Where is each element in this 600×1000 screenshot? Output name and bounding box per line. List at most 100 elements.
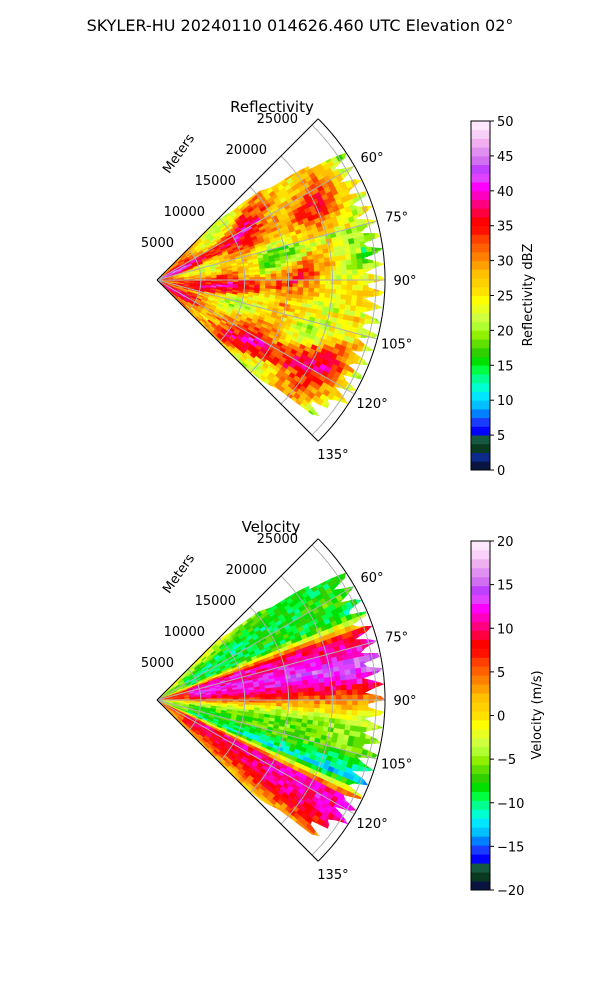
azimuth-tick-label: 60° [361,151,384,166]
gate-cell [290,152,300,158]
colorbar-tick-label: 25 [497,290,514,305]
colorbar-segment [471,182,490,192]
gate-cell [311,542,320,551]
gate-cell [304,156,314,165]
colorbar-segment [471,408,490,419]
gate-cell [363,699,370,707]
gate-cell [294,406,303,416]
gate-cell [368,699,375,707]
range-tick-label: 5000 [141,236,174,251]
gate-cell [341,279,348,286]
gate-cell [261,601,270,609]
gate-cell [319,271,326,277]
gate-cell [319,699,327,706]
gate-cell [308,573,318,582]
azimuth-gridline [156,165,355,281]
colorbar-segment [471,164,490,174]
gate-cell [303,550,312,559]
gate-cell [267,591,275,599]
colorbar-segment [471,260,490,270]
gate-cell [291,141,299,149]
range-tick-label: 15000 [195,174,236,189]
colorbar-segment [471,269,490,279]
gate-cell [373,699,381,707]
gate-cell [269,174,278,182]
colorbar-segment [471,295,490,305]
gate-cell [314,142,322,150]
colorbar-segment [471,138,490,148]
gate-cell [341,269,348,276]
gate-cell [267,171,275,179]
colorbar-segment [471,391,490,401]
gate-cell [273,170,282,179]
gate-cell [325,411,335,417]
colorbar-segment [471,216,490,227]
gate-cell [294,152,304,154]
gate-cell [370,659,378,667]
gate-cell [297,156,306,165]
gate-cell [310,138,319,147]
colorbar-segment [471,356,490,366]
gate-cell [305,152,315,158]
gate-cell [270,587,279,596]
gate-cell [330,270,337,277]
gate-cell [322,417,331,426]
gate-cell [297,572,307,578]
colorbar-segment [471,461,490,471]
colorbar-segment [471,304,490,314]
gate-cell [320,152,330,160]
gate-cell [371,728,379,736]
colorbar-segment [471,199,490,209]
azimuth-tick-label: 135° [317,448,348,463]
gate-cell [286,572,296,581]
gate-cell [297,152,307,158]
gate-cell [302,572,311,574]
colorbar-segment [471,382,490,392]
colorbar-segment [471,243,490,253]
azimuth-tick-label: 75° [385,210,408,225]
gate-cell [307,554,316,563]
gate-cell [371,308,379,316]
colorbar-segment [471,155,490,166]
gate-cell [368,279,375,287]
gate-cell [299,561,307,569]
gate-cell [297,692,305,697]
colorbar-segment [471,435,490,445]
gate-cell [263,594,271,603]
gate-cell [259,178,267,187]
gate-cell [303,130,312,139]
gate-cell [286,399,295,409]
gate-cell [311,577,321,586]
reflectivity-panel: Reflectivity 60°75°90°105°120°135°500010… [141,98,536,479]
gate-cell [314,425,323,434]
gate-cell [289,575,299,585]
gate-cell [373,688,381,696]
colorbar-segment [471,121,490,131]
gate-cell [290,572,300,578]
gate-cell [335,690,343,696]
azimuth-tick-label: 90° [393,274,416,289]
gate-cell [352,279,359,286]
gate-cell [293,159,302,168]
gate-cell [316,153,325,163]
gate-cell [364,240,373,248]
figure-title: SKYLER-HU 20240110 014626.460 UTC Elevat… [87,16,514,35]
gate-cell [319,279,327,286]
colorbar-segment [471,452,490,462]
gate-cell [283,152,292,158]
colorbar-segment [471,234,490,244]
colorbar-segment [471,374,490,384]
sector-edge-end [156,279,319,442]
colorbar-segment [471,347,490,357]
colorbar-segment [471,443,490,453]
gate-cell [280,590,289,599]
colorbar-segment [471,365,490,375]
gate-cell [324,690,332,697]
gate-cell [325,279,332,286]
gate-cell [309,152,319,155]
gate-cell [273,590,282,599]
colorbar-segment [471,208,490,218]
gate-cell [365,727,374,735]
gate-cell [304,576,314,585]
